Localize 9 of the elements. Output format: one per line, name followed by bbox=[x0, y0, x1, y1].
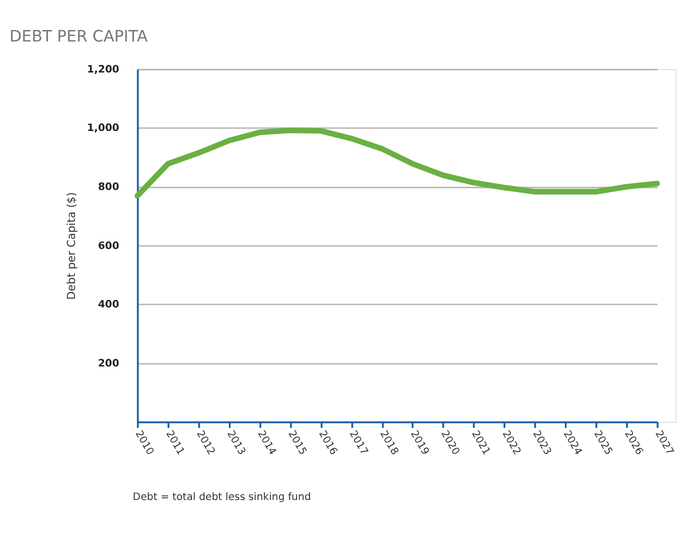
chart-title: DEBT PER CAPITA bbox=[9, 26, 148, 46]
y-axis-title: Debt per Capita ($) bbox=[64, 192, 78, 300]
y-tick-label: 400 bbox=[98, 300, 120, 311]
text: Debt = total debt less sinking fund bbox=[132, 492, 311, 503]
y-tick-label: 600 bbox=[98, 240, 120, 252]
y-tick-label: 1,000 bbox=[86, 123, 120, 134]
y-tick-label: 1,200 bbox=[86, 64, 120, 76]
y-tick-label: 800 bbox=[98, 182, 120, 193]
y-tick-label: 200 bbox=[98, 358, 120, 370]
